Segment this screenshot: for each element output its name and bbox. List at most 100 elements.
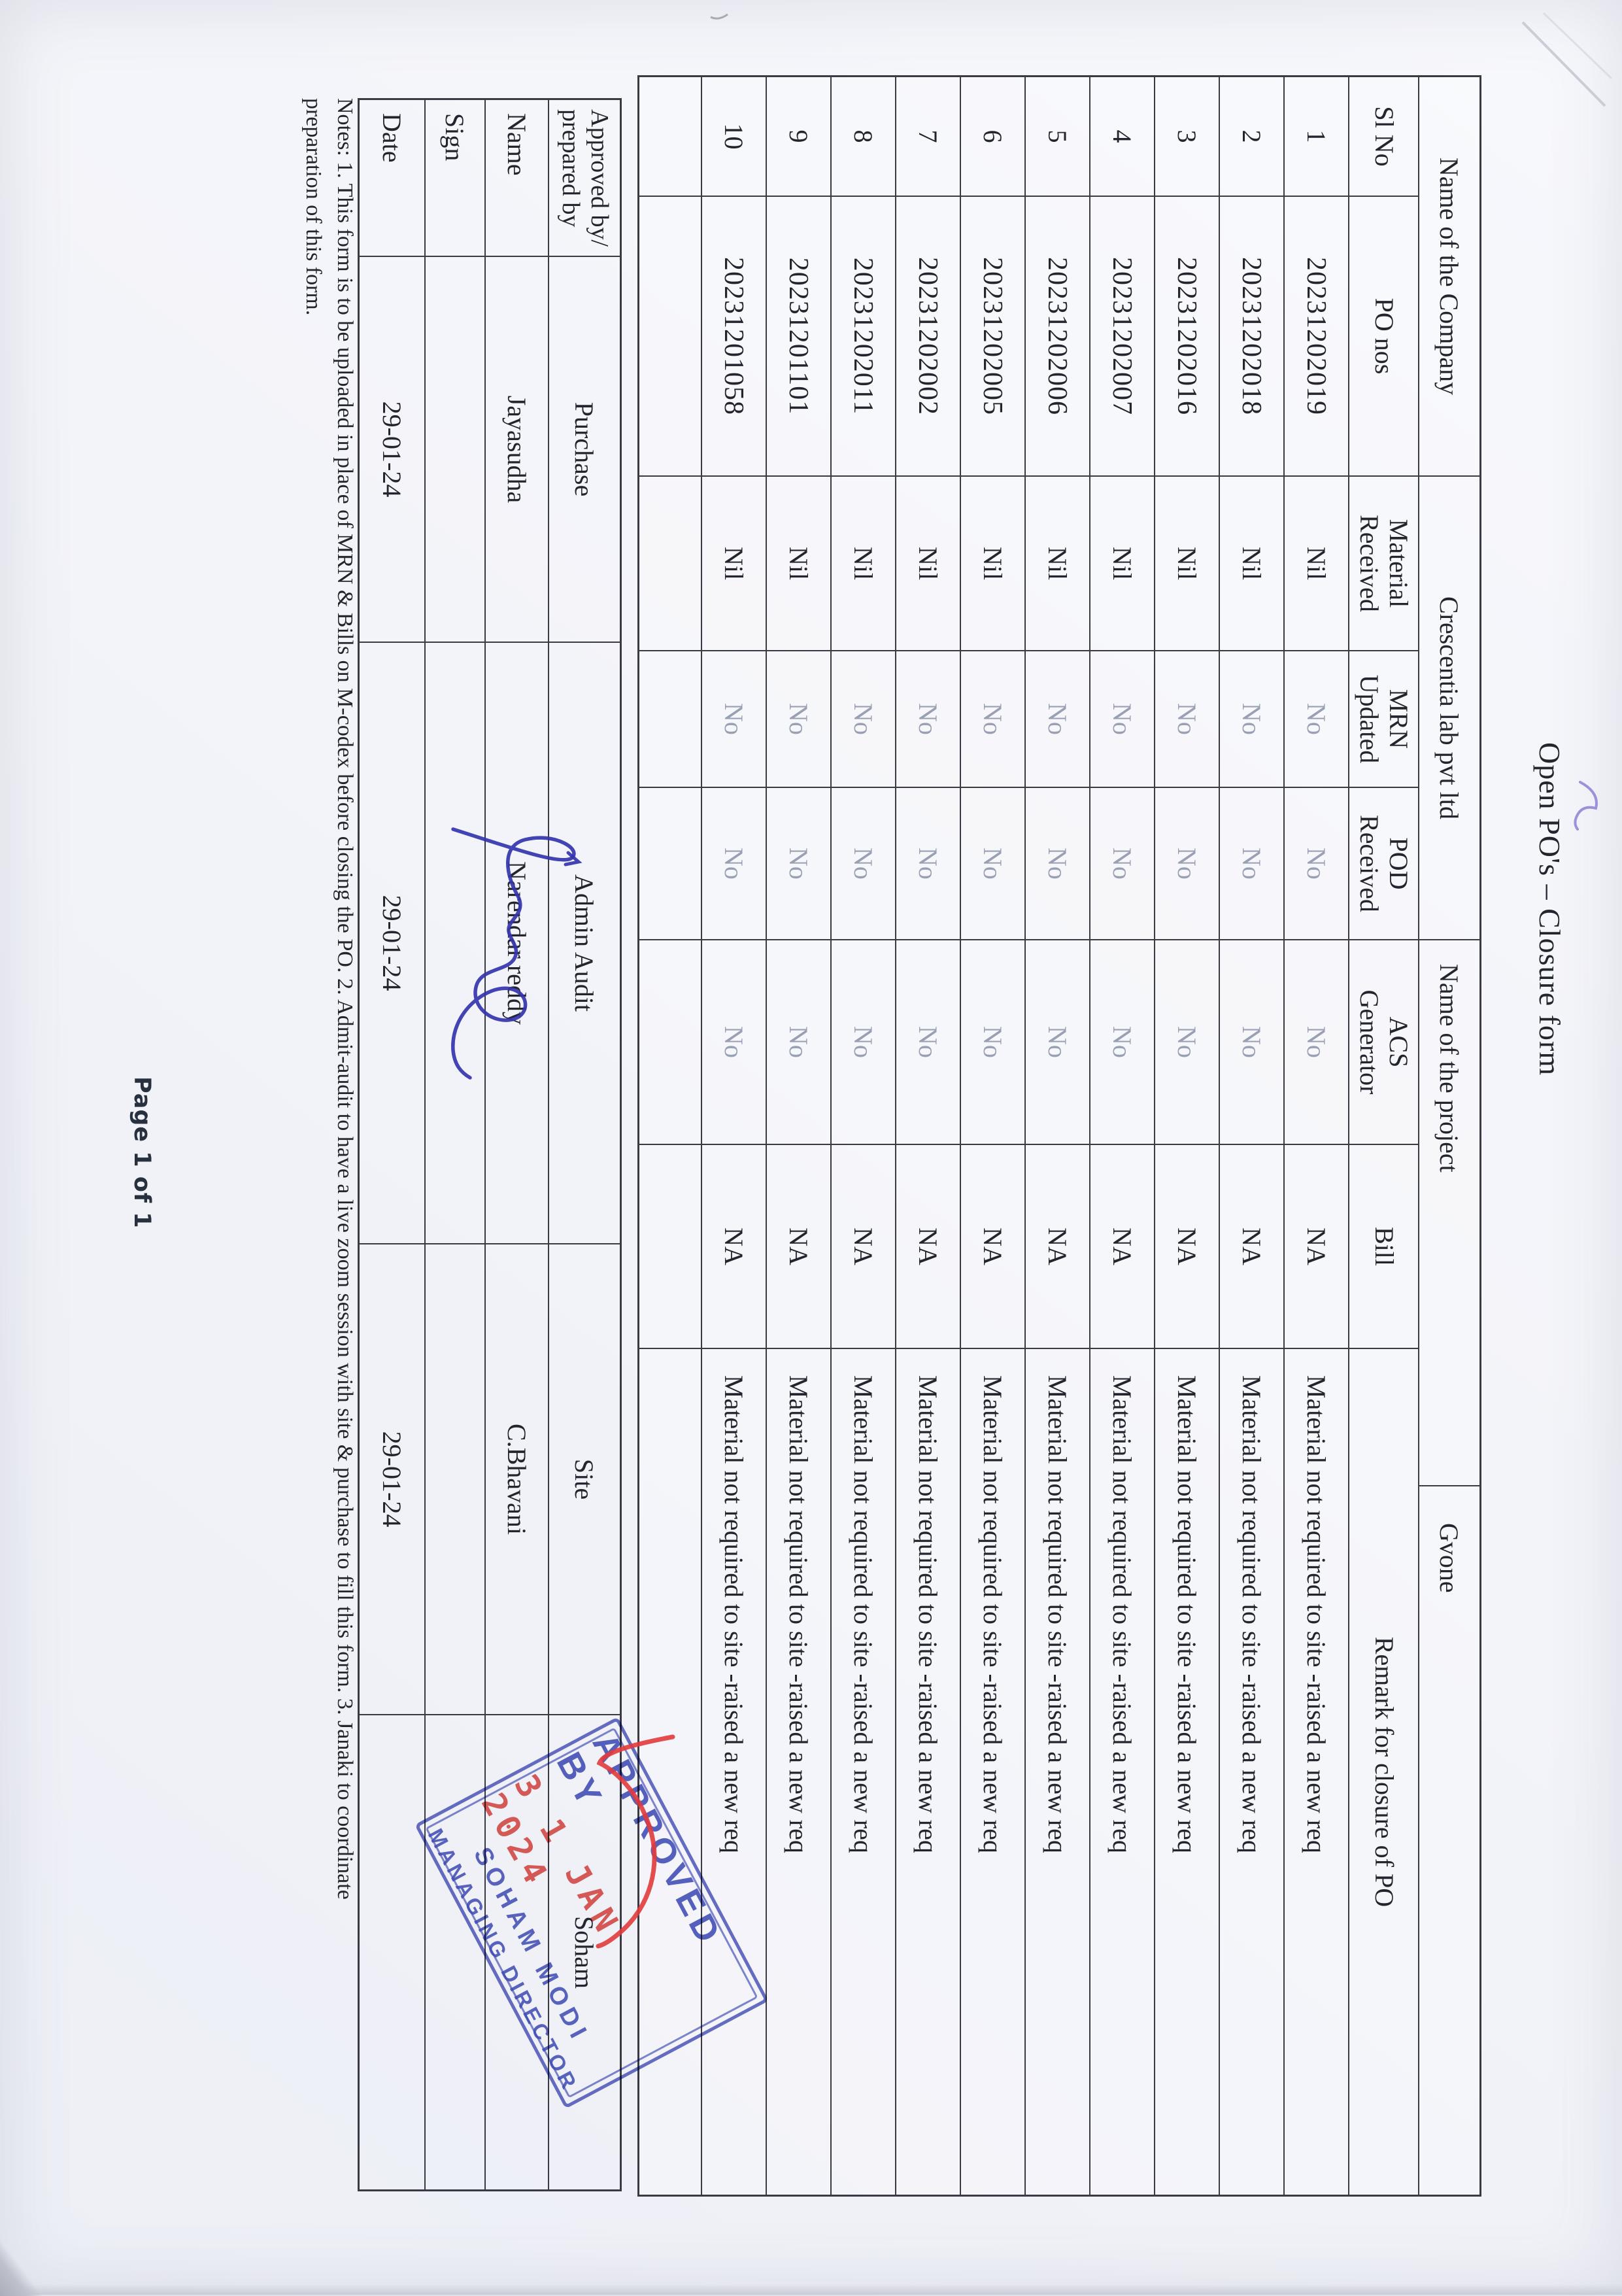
po-row-7-pod: No <box>895 788 960 940</box>
po-row-3-sl: 3 <box>1154 77 1219 197</box>
po-table-grid: Sl No PO nos Material Received MRN Updat… <box>639 77 1418 2195</box>
po-row-10-po: 20231201058 <box>701 197 766 477</box>
po-row-5-bill: NA <box>1024 1145 1089 1349</box>
po-row-6-acs: No <box>960 940 1024 1145</box>
project-value: Gvone <box>1418 1486 1479 2195</box>
po-row-1-material: Nil <box>1283 477 1348 651</box>
po-row-8-pod: No <box>830 788 895 940</box>
po-row-1-remark: Material not required to site -raised a … <box>1283 1349 1348 2195</box>
col-header-admin-audit: Admin Audit <box>548 643 620 1244</box>
header-mrn-updated: MRN Updated <box>1348 651 1418 788</box>
notes: Notes: 1. This form is to be uploaded in… <box>297 98 360 2151</box>
project-label: Name of the project <box>1418 940 1479 1486</box>
po-row-empty-po <box>639 197 701 477</box>
po-table-info-row: Name of the Company Crescentia lab pvt l… <box>1418 77 1479 2195</box>
row-label-name: Name <box>484 100 548 257</box>
gray-speck-mark <box>710 13 728 20</box>
company-value: Crescentia lab pvt ltd <box>1418 477 1479 940</box>
po-row-4-bill: NA <box>1089 1145 1154 1349</box>
sign-site <box>424 1244 484 1715</box>
notes-line-2: preparation of this form. <box>301 98 326 316</box>
po-table: Name of the Company Crescentia lab pvt l… <box>637 75 1481 2197</box>
po-row-4-pod: No <box>1089 788 1154 940</box>
header-po-nos: PO nos <box>1348 197 1418 477</box>
po-row-4-material: Nil <box>1089 477 1154 651</box>
po-row-9-bill: NA <box>766 1145 830 1349</box>
po-row-2-remark: Material not required to site -raised a … <box>1219 1349 1283 2195</box>
sign-admin-audit <box>424 643 484 1244</box>
po-row-1-mrn: No <box>1283 651 1348 788</box>
po-row-2-pod: No <box>1219 788 1283 940</box>
po-row-10-bill: NA <box>701 1145 766 1349</box>
po-row-7-remark: Material not required to site -raised a … <box>895 1349 960 2195</box>
po-row-9-acs: No <box>766 940 830 1145</box>
po-row-6-sl: 6 <box>960 77 1024 197</box>
po-row-9-sl: 9 <box>766 77 830 197</box>
po-row-9-po: 20231201101 <box>766 197 830 477</box>
corner-shadow <box>0 2240 42 2296</box>
po-row-2-po: 20231202018 <box>1219 197 1283 477</box>
po-row-5-acs: No <box>1024 940 1089 1145</box>
po-row-10-mrn: No <box>701 651 766 788</box>
name-admin-audit: Narendar reddy <box>484 643 548 1244</box>
po-row-5-pod: No <box>1024 788 1089 940</box>
po-row-3-bill: NA <box>1154 1145 1219 1349</box>
po-row-6-bill: NA <box>960 1145 1024 1349</box>
po-row-3-material: Nil <box>1154 477 1219 651</box>
po-row-10-sl: 10 <box>701 77 766 197</box>
po-row-3-pod: No <box>1154 788 1219 940</box>
header-acs-generator: ACS Generator <box>1348 940 1418 1145</box>
crease-mark <box>1521 12 1613 107</box>
po-row-9-material: Nil <box>766 477 830 651</box>
po-row-1-bill: NA <box>1283 1145 1348 1349</box>
company-label: Name of the Company <box>1418 77 1479 477</box>
row-label-date: Date <box>360 100 424 257</box>
po-row-3-po: 20231202016 <box>1154 197 1219 477</box>
po-row-5-material: Nil <box>1024 477 1089 651</box>
po-row-6-material: Nil <box>960 477 1024 651</box>
po-row-5-sl: 5 <box>1024 77 1089 197</box>
po-row-8-mrn: No <box>830 651 895 788</box>
po-row-7-material: Nil <box>895 477 960 651</box>
po-row-2-material: Nil <box>1219 477 1283 651</box>
header-remark: Remark for closure of PO <box>1348 1349 1418 2195</box>
po-row-4-acs: No <box>1089 940 1154 1145</box>
po-row-8-sl: 8 <box>830 77 895 197</box>
date-site: 29-01-24 <box>360 1244 424 1715</box>
row-label-sign: Sign <box>424 100 484 257</box>
po-row-1-po: 20231202019 <box>1283 197 1348 477</box>
po-row-5-po: 20231202006 <box>1024 197 1089 477</box>
po-row-7-mrn: No <box>895 651 960 788</box>
po-row-empty-pod <box>639 788 701 940</box>
po-row-empty-acs <box>639 940 701 1145</box>
name-purchase: Jayasudha <box>484 257 548 643</box>
form-title: Open PO's – Closure form <box>1533 742 1566 1076</box>
po-row-6-remark: Material not required to site -raised a … <box>960 1349 1024 2195</box>
approved-by-label: Approved by/ prepared by <box>548 100 620 257</box>
po-row-7-sl: 7 <box>895 77 960 197</box>
header-material-received: Material Received <box>1348 477 1418 651</box>
po-row-4-sl: 4 <box>1089 77 1154 197</box>
po-row-6-mrn: No <box>960 651 1024 788</box>
po-row-10-material: Nil <box>701 477 766 651</box>
po-row-empty-sl <box>639 77 701 197</box>
po-row-4-mrn: No <box>1089 651 1154 788</box>
page-number: Page 1 of 1 <box>129 1076 155 1229</box>
po-row-4-po: 20231202007 <box>1089 197 1154 477</box>
po-row-5-remark: Material not required to site -raised a … <box>1024 1349 1089 2195</box>
po-row-10-remark: Material not required to site -raised a … <box>701 1349 766 2195</box>
po-row-4-remark: Material not required to site -raised a … <box>1089 1349 1154 2195</box>
po-row-2-mrn: No <box>1219 651 1283 788</box>
purple-pen-mark <box>1574 781 1598 831</box>
date-purchase: 29-01-24 <box>360 257 424 643</box>
po-row-8-acs: No <box>830 940 895 1145</box>
po-row-9-mrn: No <box>766 651 830 788</box>
po-row-3-remark: Material not required to site -raised a … <box>1154 1349 1219 2195</box>
header-sl-no: Sl No <box>1348 77 1418 197</box>
po-row-8-remark: Material not required to site -raised a … <box>830 1349 895 2195</box>
col-header-site: Site <box>548 1244 620 1715</box>
po-row-3-mrn: No <box>1154 651 1219 788</box>
header-bill: Bill <box>1348 1145 1418 1349</box>
po-row-2-sl: 2 <box>1219 77 1283 197</box>
